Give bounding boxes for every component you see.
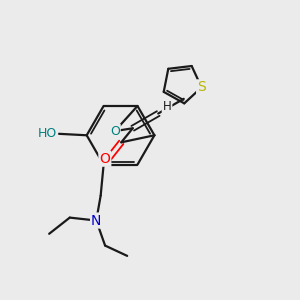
Text: HO: HO (38, 127, 57, 140)
Text: S: S (197, 80, 206, 94)
Text: H: H (163, 100, 171, 113)
Text: O: O (110, 124, 120, 138)
Text: O: O (99, 152, 110, 166)
Text: N: N (91, 214, 101, 227)
